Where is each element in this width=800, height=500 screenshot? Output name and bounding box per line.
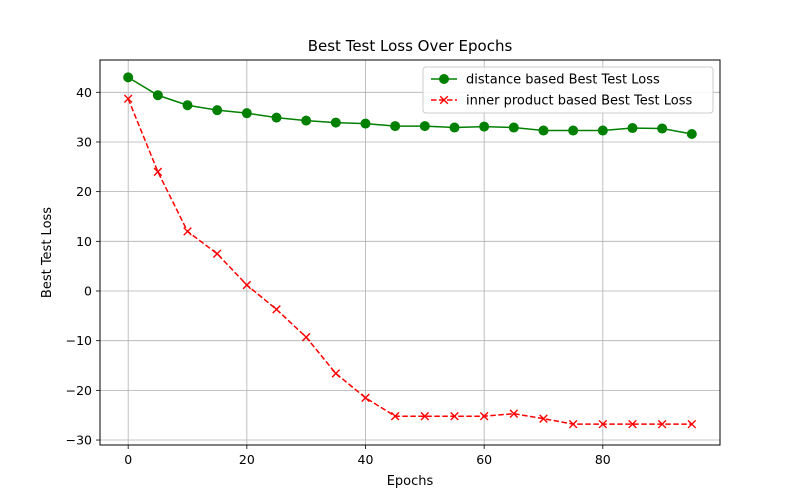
x-tick-label: 80 (595, 452, 611, 467)
data-point (212, 249, 222, 259)
legend-label: inner product based Best Test Loss (466, 94, 692, 109)
y-tick-label: 0 (84, 284, 92, 299)
data-point (182, 100, 193, 111)
y-tick-label: −20 (66, 383, 92, 398)
y-tick-label: 40 (76, 85, 92, 100)
data-point (538, 125, 549, 136)
x-tick-label: 60 (476, 452, 492, 467)
legend-label: distance based Best Test Loss (466, 73, 660, 88)
chart-title: Best Test Loss Over Epochs (308, 37, 513, 55)
data-point (657, 123, 668, 134)
data-point (212, 105, 223, 116)
y-axis-label: Best Test Loss (40, 207, 55, 298)
legend-marker (439, 95, 449, 105)
data-point (271, 112, 282, 123)
data-point (360, 118, 371, 129)
y-tick-label: 10 (76, 234, 92, 249)
data-point (241, 108, 252, 119)
data-point (686, 129, 697, 140)
data-point (153, 167, 163, 177)
data-point (597, 125, 608, 136)
data-point (390, 411, 400, 421)
data-point (450, 411, 459, 421)
x-tick-label: 0 (124, 452, 132, 467)
data-point (123, 94, 133, 104)
data-point (687, 419, 697, 429)
data-point (331, 369, 341, 378)
data-point (420, 411, 430, 421)
data-point (361, 393, 370, 403)
data-point (242, 280, 252, 290)
data-point (301, 115, 312, 126)
data-point (628, 419, 637, 429)
plot-area-frame (99, 59, 721, 446)
y-tick-label: −30 (66, 433, 92, 448)
data-point (509, 409, 519, 418)
axis-ticks: 0 20 40 60 80 −30 −20 −10 0 10 20 30 40 (66, 85, 611, 467)
data-point (152, 90, 163, 101)
grid (100, 60, 720, 445)
data-point (449, 122, 460, 133)
data-point (301, 332, 311, 342)
legend-entry: inner product based Best Test Loss (431, 94, 692, 109)
series-lines (123, 72, 697, 429)
data-point (568, 125, 579, 136)
data-point (627, 123, 638, 134)
data-point (479, 121, 490, 132)
y-tick-label: −10 (66, 333, 92, 348)
x-axis-label: Epochs (387, 474, 434, 489)
data-point (390, 121, 401, 132)
legend: distance based Best Test Loss inner produ… (422, 66, 714, 114)
series-0 (123, 72, 697, 140)
y-tick-label: 30 (76, 134, 92, 149)
series-line (127, 98, 692, 425)
y-tick-label: 20 (76, 184, 92, 199)
x-tick-label: 20 (239, 452, 255, 467)
data-point (598, 419, 608, 429)
data-point (479, 411, 489, 421)
legend-marker (439, 74, 449, 84)
legend-entry: distance based Best Test Loss (431, 73, 660, 88)
data-point (508, 122, 519, 133)
series-1 (123, 94, 697, 429)
data-point (272, 305, 281, 314)
x-tick-label: 40 (358, 452, 374, 467)
data-point (183, 227, 192, 236)
data-point (568, 419, 578, 429)
data-point (330, 117, 341, 128)
data-point (657, 419, 667, 429)
data-point (539, 414, 548, 423)
legend-box (422, 66, 714, 114)
data-point (419, 121, 430, 132)
data-point (123, 72, 134, 83)
